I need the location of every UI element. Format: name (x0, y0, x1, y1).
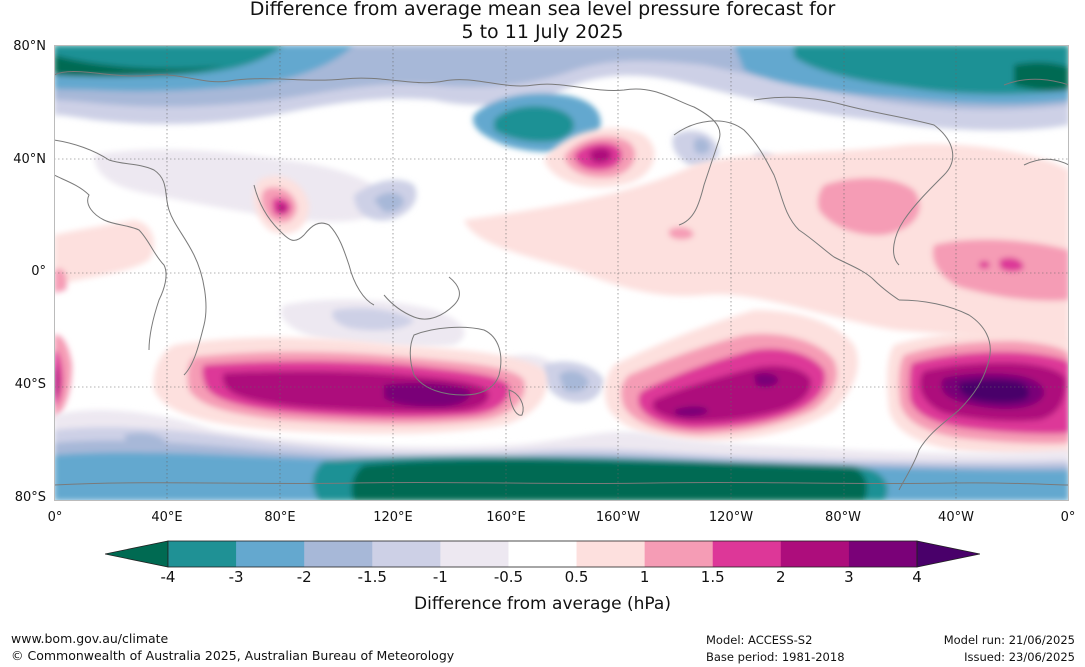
lon-label-80w: 80°W (825, 510, 861, 525)
colorbar-cell (576, 541, 646, 567)
colorbar-cell (236, 541, 305, 567)
colorbar-tick-label: 1.5 (700, 568, 725, 586)
colorbar-tick-label: -3 (228, 568, 244, 586)
colorbar-tick-label: -4 (160, 568, 176, 586)
colorbar (105, 540, 980, 568)
pressure-anomaly-map (54, 45, 1069, 501)
antarctic-negative-anomaly (54, 410, 1069, 501)
footer-copyright: © Commonwealth of Australia 2025, Austra… (11, 648, 455, 663)
southern-positive-anomaly (54, 310, 1069, 456)
lon-label-160w: 160°W (595, 510, 641, 525)
lon-label-0: 0° (47, 510, 63, 525)
lat-label-80n: 80°N (13, 39, 46, 54)
map-frame (54, 45, 1069, 501)
footer-base-period: Base period: 1981-2018 (706, 650, 845, 664)
arctic-negative-anomaly (54, 45, 1069, 152)
coastlines (54, 70, 1069, 491)
lon-label-120e: 120°E (373, 510, 413, 525)
colorbar-tick-label: -0.5 (493, 568, 524, 586)
lon-label-120w: 120°W (708, 510, 754, 525)
colorbar-label: Difference from average (hPa) (414, 594, 671, 614)
lon-label-360: 0° (1060, 510, 1076, 525)
footer-issued: Issued: 23/06/2025 (964, 650, 1075, 664)
lat-label-eq: 0° (31, 264, 46, 279)
lat-label-40s: 40°S (14, 377, 46, 392)
colorbar-cell (508, 541, 578, 567)
colorbar-tick-label: 1 (639, 568, 650, 586)
colorbar-arrow-high (916, 540, 980, 568)
colorbar-cell (712, 541, 782, 567)
colorbar-cell (644, 541, 714, 567)
footer-model-run: Model run: 21/06/2025 (943, 633, 1075, 647)
colorbar-frame (167, 540, 918, 568)
colorbar-tick-label: 3 (844, 568, 854, 586)
colorbar-tick-label: -1.5 (357, 568, 387, 586)
colorbar-cell (372, 541, 441, 567)
colorbar-tick-label: 2 (776, 568, 786, 586)
colorbar-tick-label: -1 (432, 568, 448, 586)
lat-label-40n: 40°N (13, 152, 46, 167)
colorbar-tick-label: 0.5 (564, 568, 589, 586)
colorbar-arrow-low (105, 540, 169, 568)
colorbar-cells (105, 540, 980, 568)
title-line-2: 5 to 11 July 2025 (461, 21, 624, 43)
asia-negative-anomaly (94, 130, 776, 222)
northern-positive-anomaly (54, 128, 1069, 345)
colorbar-tick-label: 4 (912, 568, 922, 586)
colorbar-cell (168, 541, 237, 567)
title-line-1: Difference from average mean sea level p… (249, 0, 836, 20)
footer-url[interactable]: www.bom.gov.au/climate (11, 631, 169, 646)
colorbar-cell (304, 541, 373, 567)
graticule (54, 45, 1069, 501)
lon-label-40e: 40°E (151, 510, 183, 525)
lon-label-80e: 80°E (264, 510, 296, 525)
colorbar-cell (440, 541, 509, 567)
lon-label-160e: 160°E (486, 510, 526, 525)
colorbar-cell (780, 541, 850, 567)
colorbar-cell (848, 541, 918, 567)
lon-label-40w: 40°W (938, 510, 974, 525)
footer-model: Model: ACCESS-S2 (706, 633, 813, 647)
colorbar-tick-label: -2 (296, 568, 312, 586)
lat-label-80s: 80°S (14, 490, 46, 505)
